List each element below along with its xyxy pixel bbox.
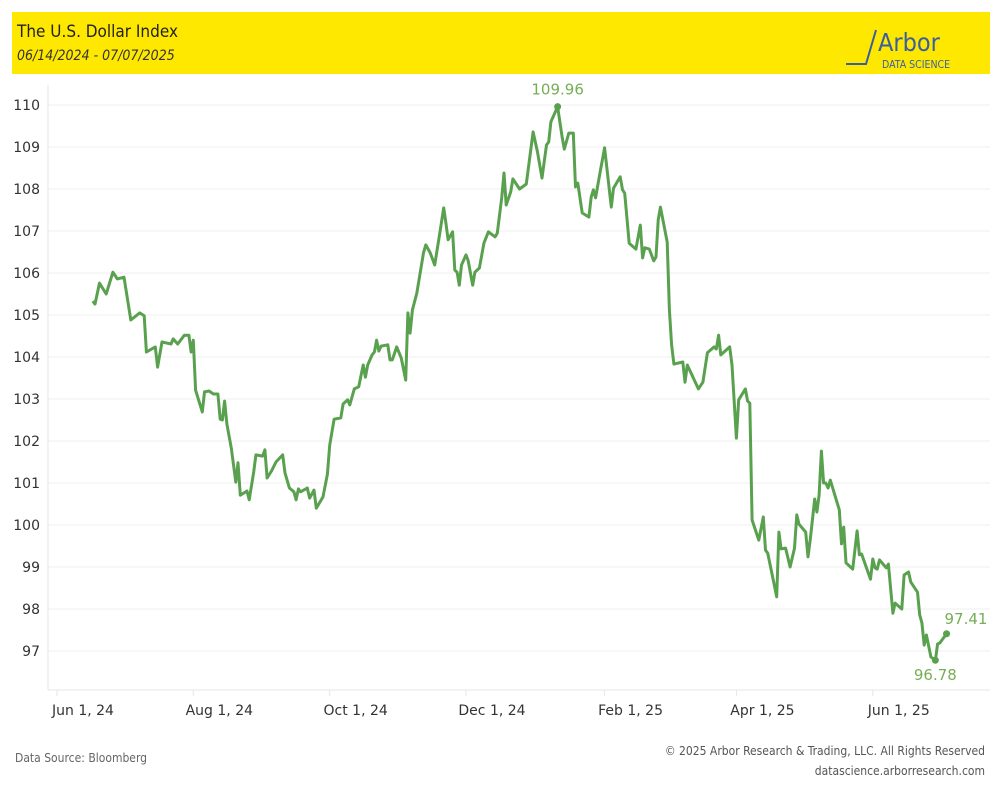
x-tick-label: Feb 1, 25 [598,703,663,719]
x-tick-label: Oct 1, 24 [324,703,388,719]
annotation-marker [554,103,562,111]
y-tick-label: 107 [13,224,40,240]
y-tick-label: 102 [13,434,40,450]
y-tick-label: 105 [13,308,40,324]
copyright: © 2025 Arbor Research & Trading, LLC. Al… [664,744,985,758]
y-tick-label: 104 [13,350,40,366]
y-tick-label: 100 [13,518,40,534]
x-tick-label: Aug 1, 24 [186,703,254,719]
annotations: 109.96 97.41 96.78 [531,81,987,685]
annotation-label: 96.78 [914,666,957,684]
annotation-label: 97.41 [945,610,988,628]
annotation-marker [943,630,951,638]
footer-credits: © 2025 Arbor Research & Trading, LLC. Al… [665,741,985,781]
y-axis-ticks: 97 98 99 100 101 102 103 104 105 106 107 108 109 110 [13,98,40,660]
y-tick-label: 109 [13,140,40,156]
logo-word: Arbor [878,28,940,57]
y-tick-label: 106 [13,266,40,282]
logo-mark-icon [846,29,877,65]
data-source: Data Source: Bloomberg [15,751,148,765]
y-tick-label: 101 [13,476,40,492]
x-tick-label: Apr 1, 25 [730,703,794,719]
website-link[interactable]: datascience.arborresearch.com [814,764,985,778]
chart-header: The U.S. Dollar Index 06/14/2024 - 07/07… [12,12,990,74]
y-tick-label: 108 [13,182,40,198]
arbor-logo: Arbor DATA SCIENCE [844,18,976,71]
gridlines [48,104,990,652]
series-layer [91,105,948,662]
y-tick-label: 97 [22,644,40,660]
x-tick-label: Jun 1, 24 [51,703,114,719]
chart-title: The U.S. Dollar Index [17,22,179,42]
x-tick-label: Jun 1, 25 [867,703,930,719]
logo-subtext: DATA SCIENCE [882,59,951,71]
date-range: 06/14/2024 - 07/07/2025 [17,48,175,64]
series-line-dollar-index [91,105,948,662]
annotation-marker [931,656,939,664]
annotation-label: 109.96 [531,81,584,99]
y-tick-label: 99 [22,560,40,576]
x-axis-ticks: Jun 1, 24 Aug 1, 24 Oct 1, 24 Dec 1, 24 Feb … [51,690,930,719]
x-tick-label: Dec 1, 24 [458,703,525,719]
y-tick-label: 110 [13,98,40,114]
y-tick-label: 103 [13,392,40,408]
y-tick-label: 98 [22,602,40,618]
